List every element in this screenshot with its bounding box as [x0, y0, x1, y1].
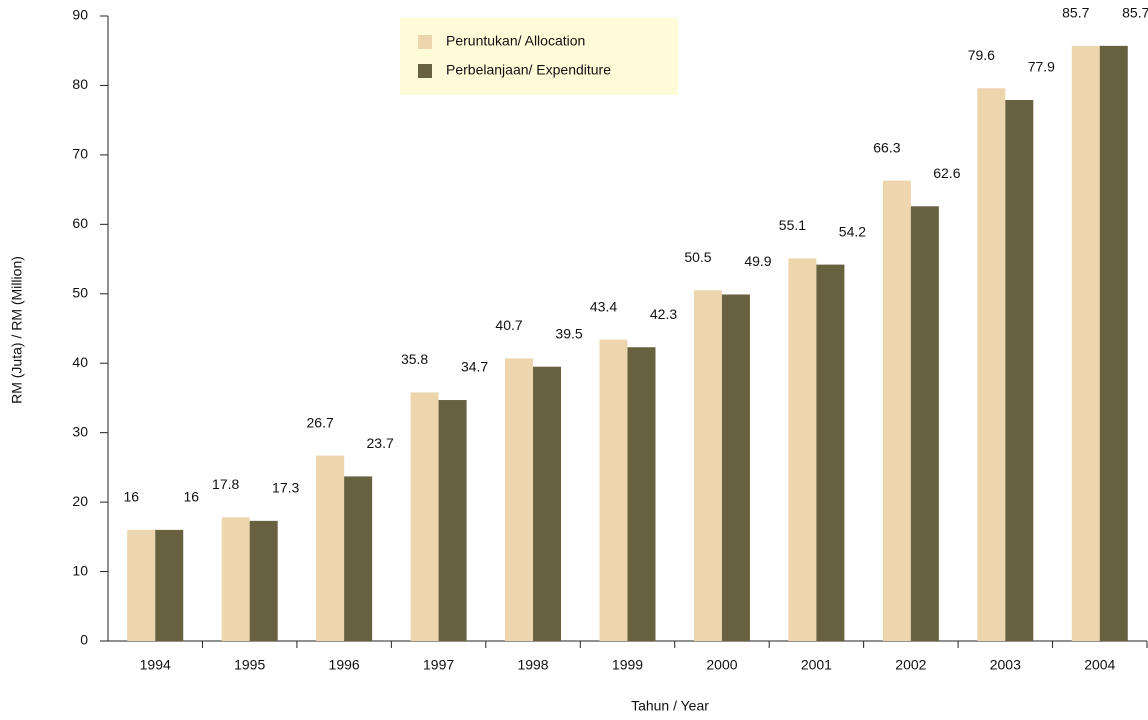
- bar: [1071, 45, 1100, 642]
- bar: [977, 88, 1006, 641]
- legend-label: Peruntukan/ Allocation: [446, 33, 585, 49]
- x-tick-label: 1998: [517, 657, 548, 673]
- value-label: 26.7: [307, 414, 334, 430]
- bar: [249, 520, 278, 641]
- bar: [1099, 45, 1128, 642]
- bar: [127, 529, 156, 641]
- x-tick-label: 2000: [706, 657, 737, 673]
- value-label: 66.3: [873, 139, 900, 155]
- x-tick-label: 2003: [990, 657, 1021, 673]
- value-label: 39.5: [555, 325, 582, 341]
- value-label: 17.3: [272, 480, 299, 496]
- value-label: 50.5: [684, 249, 711, 265]
- y-tick-label: 50: [72, 284, 88, 300]
- value-label: 79.6: [968, 47, 995, 63]
- bar: [155, 529, 184, 641]
- bar: [599, 339, 628, 641]
- x-tick-label: 2002: [895, 657, 926, 673]
- y-tick-label: 80: [72, 76, 88, 92]
- legend-swatch: [418, 35, 432, 49]
- value-label: 16: [123, 489, 139, 505]
- x-axis-label: Tahun / Year: [631, 698, 709, 714]
- x-tick-label: 1996: [329, 657, 360, 673]
- legend-box: [400, 18, 678, 95]
- x-tick-label: 1997: [423, 657, 454, 673]
- y-tick-label: 90: [72, 7, 88, 23]
- bar: [627, 347, 656, 641]
- x-tick-label: 1999: [612, 657, 643, 673]
- x-tick-label: 1995: [234, 657, 265, 673]
- bar: [505, 358, 534, 641]
- value-label: 17.8: [212, 476, 239, 492]
- value-label: 55.1: [779, 217, 806, 233]
- x-tick-label: 1994: [140, 657, 171, 673]
- bar: [438, 400, 467, 641]
- value-label: 42.3: [650, 306, 677, 322]
- value-label: 54.2: [839, 223, 866, 239]
- y-tick-label: 10: [72, 562, 88, 578]
- bar: [410, 392, 439, 641]
- bar: [316, 455, 345, 641]
- value-label: 40.7: [495, 317, 522, 333]
- bar: [1005, 100, 1034, 642]
- y-tick-label: 30: [72, 423, 88, 439]
- bar: [910, 206, 939, 641]
- bar: [721, 294, 750, 641]
- bar: [344, 476, 373, 641]
- bar: [882, 180, 911, 642]
- value-label: 16: [183, 489, 199, 505]
- y-tick-label: 0: [80, 632, 88, 648]
- legend-swatch: [418, 64, 432, 78]
- x-tick-label: 2001: [801, 657, 832, 673]
- x-tick-label: 2004: [1084, 657, 1115, 673]
- bar: [533, 366, 562, 641]
- y-axis-label: RM (Juta) / RM (Million): [9, 256, 25, 404]
- value-label: 49.9: [744, 253, 771, 269]
- value-label: 85.7: [1062, 5, 1089, 21]
- value-label: 23.7: [367, 435, 394, 451]
- bar: [221, 517, 250, 641]
- value-label: 85.7: [1122, 5, 1148, 21]
- y-tick-label: 40: [72, 354, 88, 370]
- bar: [816, 264, 845, 641]
- bar: [693, 290, 722, 641]
- y-tick-label: 70: [72, 146, 88, 162]
- value-label: 34.7: [461, 359, 488, 375]
- bar: [788, 258, 817, 641]
- value-label: 35.8: [401, 351, 428, 367]
- value-label: 43.4: [590, 298, 617, 314]
- y-tick-label: 60: [72, 215, 88, 231]
- y-tick-label: 20: [72, 493, 88, 509]
- legend-label: Perbelanjaan/ Expenditure: [446, 62, 611, 78]
- value-label: 62.6: [933, 165, 960, 181]
- value-label: 77.9: [1028, 59, 1055, 75]
